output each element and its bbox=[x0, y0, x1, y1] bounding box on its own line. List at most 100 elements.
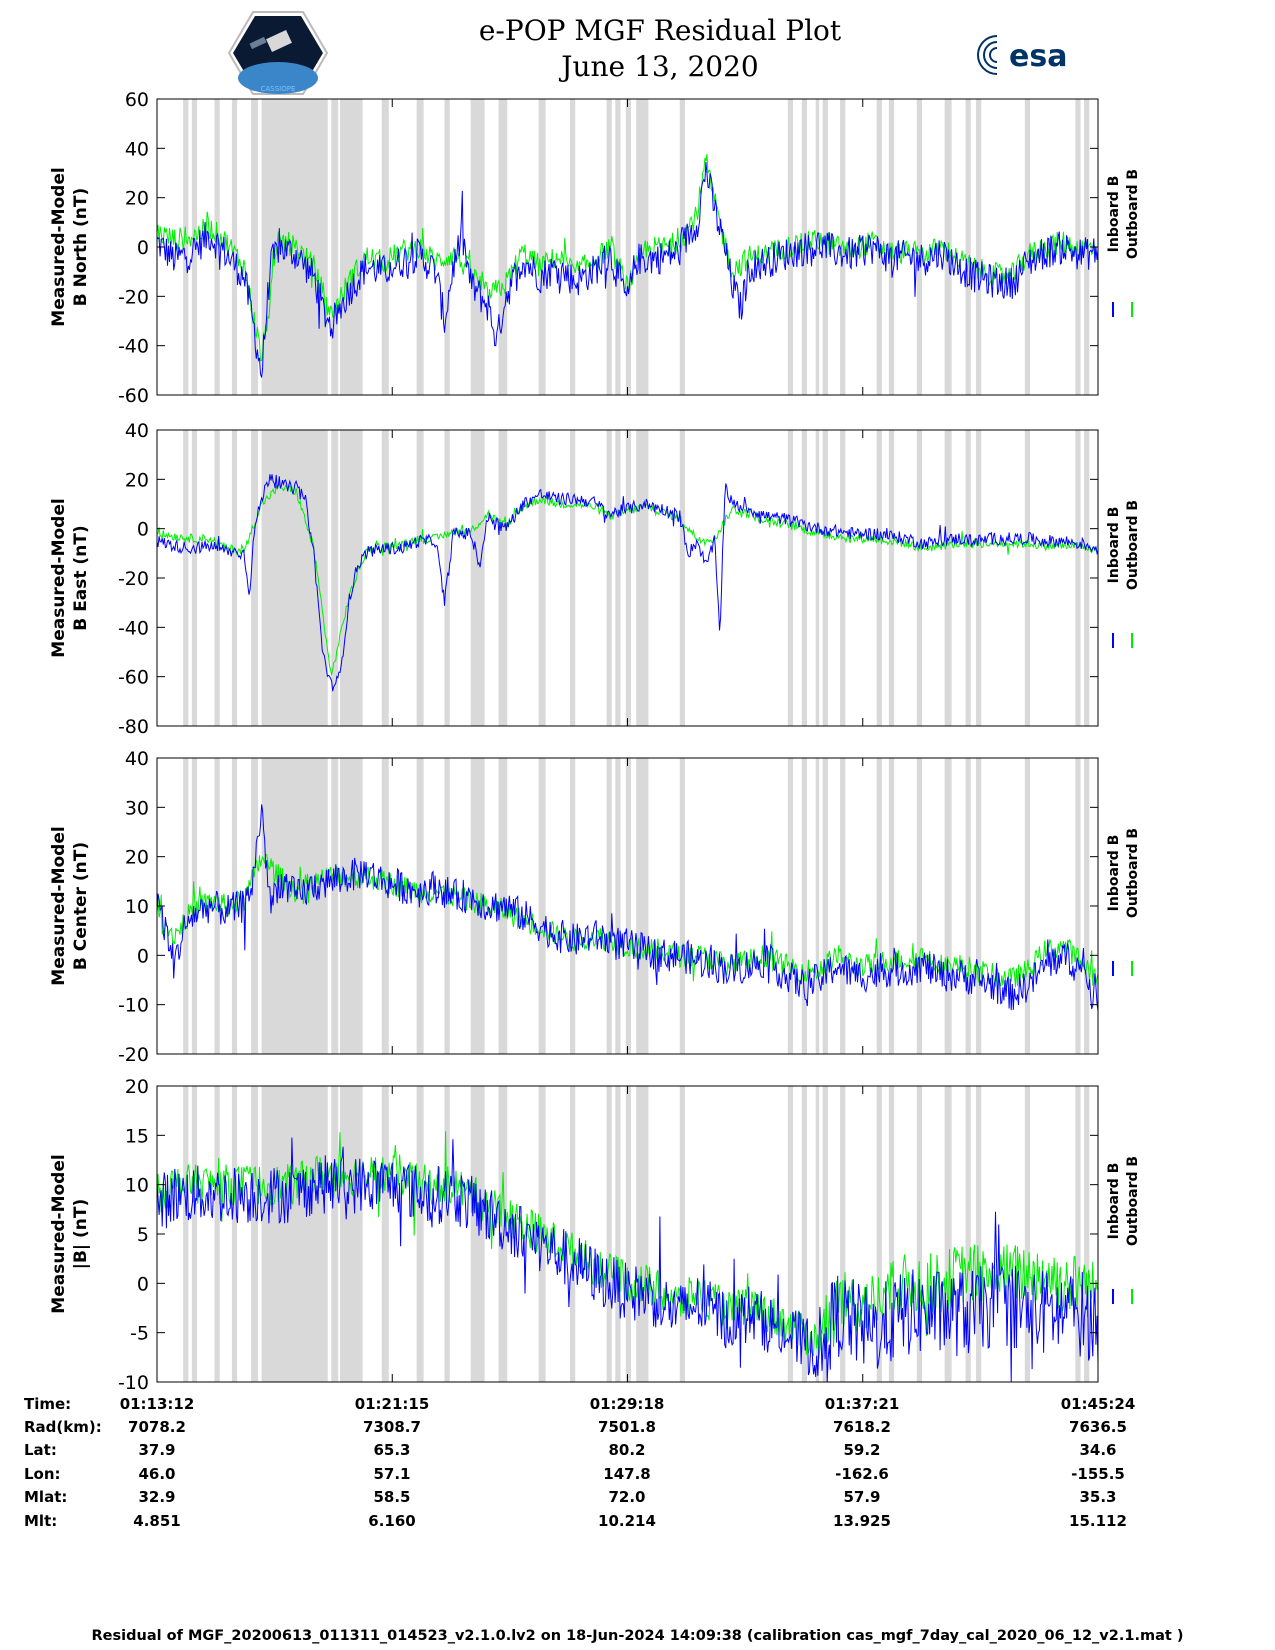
data-gap-band bbox=[381, 1086, 389, 1382]
data-gap-band bbox=[251, 758, 259, 1054]
legend-outboard-label: Outboard B bbox=[1125, 828, 1141, 918]
ephemeris-value: 4.851 bbox=[133, 1512, 181, 1530]
data-gap-band bbox=[569, 99, 576, 395]
data-gap-band bbox=[331, 758, 339, 1054]
data-gap-band bbox=[815, 430, 820, 726]
panel-east: -80 -60 -40 -20 0 20 40 Measured-Model B East (n… bbox=[49, 420, 1141, 738]
y-tick-label: 40 bbox=[125, 748, 149, 770]
data-gap-band bbox=[888, 430, 895, 726]
data-gap-band bbox=[876, 758, 882, 1054]
data-gap-band bbox=[191, 430, 198, 726]
ephemeris-value: 13.925 bbox=[833, 1512, 891, 1530]
y-tick-label: 10 bbox=[125, 896, 149, 918]
data-gap-band bbox=[916, 430, 922, 726]
data-gap-band bbox=[381, 758, 389, 1054]
y-tick-label: -5 bbox=[130, 1323, 149, 1345]
data-gap-band bbox=[606, 430, 612, 726]
data-gap-band bbox=[944, 1086, 952, 1382]
data-gap-band bbox=[679, 758, 686, 1054]
ephemeris-value: 7636.5 bbox=[1069, 1418, 1127, 1436]
data-gap-band bbox=[231, 1086, 238, 1382]
data-gap-band bbox=[498, 99, 508, 395]
data-gap-band bbox=[636, 758, 649, 1054]
data-gap-band bbox=[1075, 758, 1081, 1054]
ephemeris-value: 57.9 bbox=[843, 1488, 881, 1506]
data-gap-band bbox=[801, 758, 807, 1054]
data-gap-band bbox=[538, 430, 546, 726]
series-outboard-east bbox=[156, 482, 1099, 676]
data-gap-band bbox=[636, 1086, 649, 1382]
data-gap-band bbox=[569, 758, 576, 1054]
data-gap-band bbox=[625, 430, 631, 726]
data-gap-band bbox=[944, 758, 952, 1054]
data-gap-band bbox=[916, 1086, 922, 1382]
ephemeris-value: 01:21:15 bbox=[354, 1395, 430, 1413]
ephemeris-value: -155.5 bbox=[1071, 1465, 1125, 1483]
data-gap-band bbox=[636, 430, 649, 726]
data-gap-band bbox=[888, 758, 895, 1054]
data-gap-band bbox=[840, 430, 846, 726]
ephemeris-value: 65.3 bbox=[373, 1441, 411, 1459]
data-gap-band bbox=[339, 430, 363, 726]
series-inboard-east bbox=[156, 474, 1099, 692]
data-gap-band bbox=[470, 1086, 485, 1382]
ephemeris-value: 15.112 bbox=[1069, 1512, 1127, 1530]
y-axis-label: Measured-Model B North (nT) bbox=[49, 167, 91, 326]
data-gap-band bbox=[840, 758, 846, 1054]
data-gap-band bbox=[615, 99, 621, 395]
data-gap-band bbox=[679, 1086, 686, 1382]
legend-inboard-label: Inboard B bbox=[1106, 176, 1122, 253]
y-axis-label-line1: Measured-Model bbox=[49, 167, 69, 326]
data-gap-band bbox=[231, 430, 238, 726]
esa-logo-text: esa bbox=[1009, 39, 1067, 74]
data-gap-band bbox=[787, 1086, 794, 1382]
legend-outboard-label: Outboard B bbox=[1125, 1156, 1141, 1246]
data-gap-band bbox=[787, 430, 794, 726]
ephemeris-value: 57.1 bbox=[373, 1465, 411, 1483]
data-gap-band bbox=[801, 430, 807, 726]
data-gap-band bbox=[916, 99, 922, 395]
data-gap-band bbox=[606, 1086, 612, 1382]
data-gap-band bbox=[339, 758, 363, 1054]
y-axis-label-line1: Measured-Model bbox=[49, 1154, 69, 1313]
y-tick-label: -60 bbox=[118, 385, 149, 407]
ephemeris-value: 7308.7 bbox=[363, 1418, 421, 1436]
data-gap-band bbox=[569, 430, 576, 726]
data-gap-band bbox=[214, 430, 220, 726]
y-tick-label: 40 bbox=[125, 420, 149, 442]
data-gap-band bbox=[498, 430, 508, 726]
data-gap-band bbox=[679, 99, 686, 395]
series-inboard-north bbox=[156, 161, 1099, 378]
data-gap-band bbox=[625, 1086, 631, 1382]
y-tick-label: -10 bbox=[118, 995, 149, 1017]
data-gap-band bbox=[331, 99, 339, 395]
data-gap-band bbox=[876, 1086, 882, 1382]
data-gap-band bbox=[183, 99, 189, 395]
ephemeris-value: 01:13:12 bbox=[119, 1395, 195, 1413]
data-gap-band bbox=[191, 99, 198, 395]
y-tick-label: -10 bbox=[118, 1372, 149, 1394]
ephemeris-value: 01:37:21 bbox=[824, 1395, 900, 1413]
legend-inboard-label: Inboard B bbox=[1106, 835, 1122, 912]
y-tick-label: 30 bbox=[125, 797, 149, 819]
ephemeris-value: 6.160 bbox=[368, 1512, 416, 1530]
data-gap-band bbox=[1075, 1086, 1081, 1382]
series-inboard-total bbox=[156, 1137, 1099, 1383]
y-tick-label: 20 bbox=[125, 469, 149, 491]
data-gap-band bbox=[251, 430, 259, 726]
y-tick-label: 20 bbox=[125, 847, 149, 869]
data-gap-band bbox=[1084, 430, 1090, 726]
data-gap-band bbox=[538, 758, 546, 1054]
series-inboard-center bbox=[156, 804, 1099, 1011]
data-gap-band bbox=[1075, 99, 1081, 395]
ephemeris-row-label: Rad(km): bbox=[24, 1418, 102, 1436]
data-gap-band bbox=[470, 430, 485, 726]
series-outboard-center bbox=[156, 853, 1099, 988]
data-gap-band bbox=[1075, 430, 1081, 726]
ephemeris-value: 59.2 bbox=[843, 1441, 881, 1459]
data-gap-band bbox=[183, 758, 189, 1054]
data-gap-band bbox=[976, 99, 982, 395]
y-axis-label: Measured-Model |B| (nT) bbox=[49, 1154, 91, 1313]
ephemeris-value: 58.5 bbox=[373, 1488, 411, 1506]
